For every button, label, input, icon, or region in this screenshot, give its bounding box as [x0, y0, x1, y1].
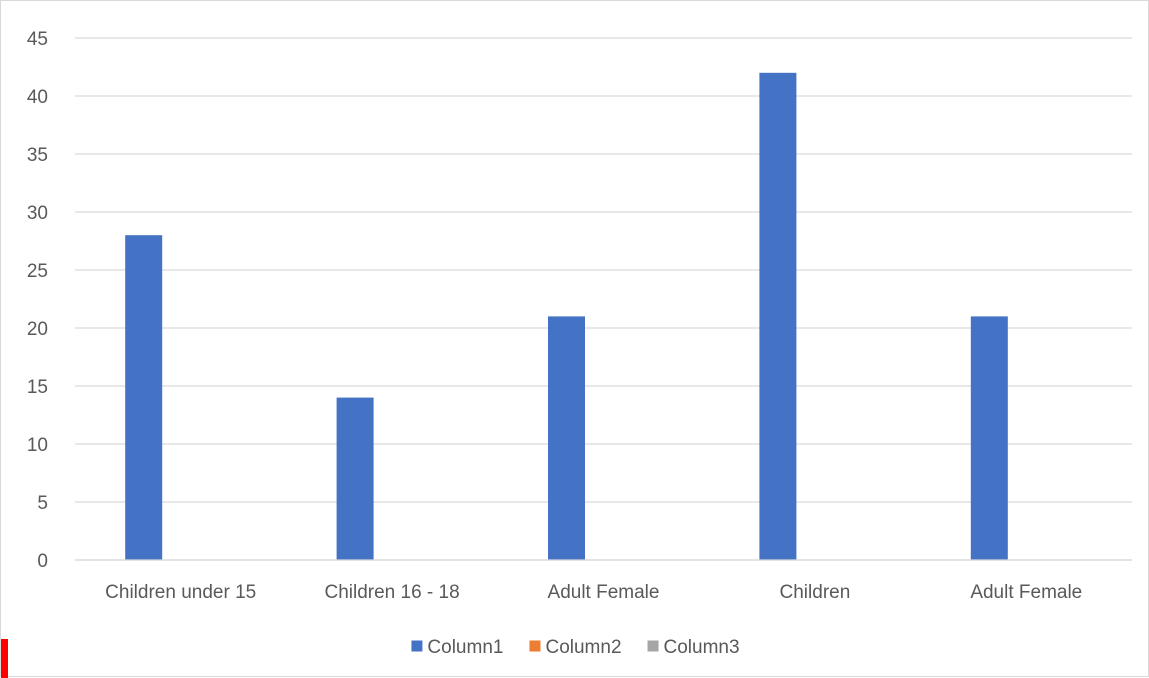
x-tick-label: Children [780, 582, 851, 603]
legend-label-column2: Column2 [545, 637, 621, 658]
y-tick-label: 5 [37, 493, 48, 514]
bar-column1-1 [336, 397, 374, 560]
bar-column1-4 [970, 316, 1008, 560]
y-tick-label: 30 [27, 203, 48, 224]
legend-swatch-column2 [529, 640, 541, 652]
y-tick-label: 45 [27, 29, 48, 50]
y-tick-label: 15 [27, 377, 48, 398]
bar-column1-2 [548, 316, 585, 560]
y-tick-label: 25 [27, 261, 48, 282]
legend-label-column1: Column1 [427, 637, 503, 658]
y-tick-label: 35 [27, 145, 48, 166]
red-corner-marker [1, 639, 8, 678]
gridlines [75, 37, 1132, 561]
x-tick-label: Adult Female [970, 582, 1082, 603]
y-tick-label: 10 [27, 435, 48, 456]
x-tick-label: Adult Female [548, 582, 660, 603]
bars [125, 72, 1008, 561]
bar-column1-0 [125, 235, 163, 560]
x-tick-label: Children 16 - 18 [324, 582, 459, 603]
legend-label-column3: Column3 [664, 637, 740, 658]
legend-swatch-column1 [411, 640, 423, 652]
y-tick-label: 20 [27, 319, 48, 340]
y-tick-label: 40 [27, 87, 48, 108]
y-tick-label: 0 [37, 551, 48, 572]
legend: Column1 Column2 Column3 [411, 637, 740, 658]
bar-column1-3 [759, 72, 797, 561]
x-axis-tick-labels: Children under 15 Children 16 - 18 Adult F… [105, 582, 1082, 603]
legend-swatch-column3 [647, 640, 659, 652]
y-axis-tick-labels: 0 5 10 15 20 25 30 35 40 45 [27, 29, 48, 572]
x-tick-label: Children under 15 [105, 582, 256, 603]
